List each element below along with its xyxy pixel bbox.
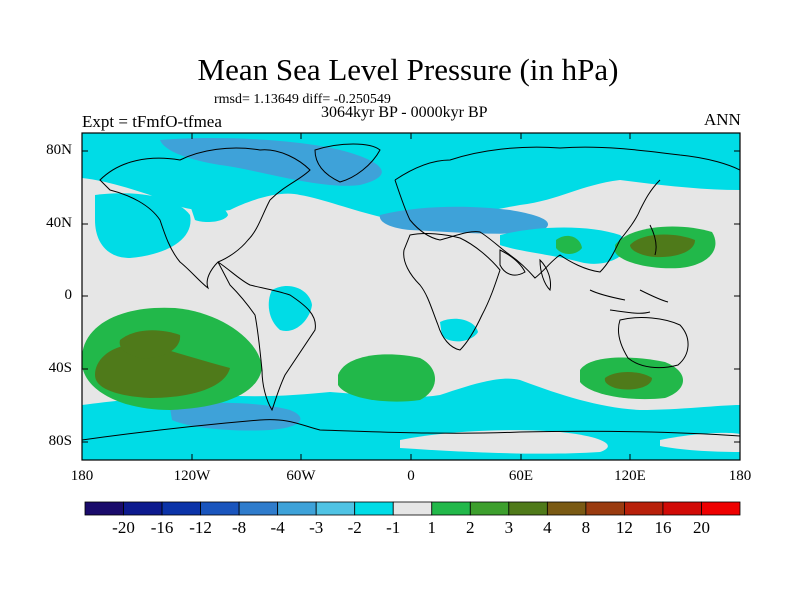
colorbar-swatch xyxy=(315,501,356,516)
colorbar-swatch xyxy=(200,501,240,516)
colorbar-swatch xyxy=(546,501,587,516)
colorbar-tick-label: -3 xyxy=(309,518,324,537)
north-pacific-negative xyxy=(95,193,191,258)
colorbar-tick-label: -8 xyxy=(232,518,247,537)
north-atlantic-negative xyxy=(190,203,228,223)
colorbar-swatch xyxy=(508,501,548,516)
colorbar-swatch xyxy=(277,501,317,516)
colorbar-swatch xyxy=(123,501,163,516)
lon-label-180e: 180 xyxy=(728,468,752,484)
lat-label-80n: 80N xyxy=(46,142,72,158)
lat-label-0: 0 xyxy=(64,287,73,303)
colorbar-tick-label: -20 xyxy=(112,518,135,537)
africa-negative xyxy=(440,318,478,342)
southern-ocean-negative-core xyxy=(170,402,301,431)
lat-label-80s: 80S xyxy=(48,433,72,449)
colorbar-tick-label: 12 xyxy=(615,518,633,537)
colorbar-tick-label: -16 xyxy=(150,518,174,537)
axis-ticks xyxy=(81,133,741,460)
lon-label-120e: 120E xyxy=(614,468,646,484)
colorbar xyxy=(84,501,741,516)
colorbar-swatch xyxy=(431,501,471,516)
colorbar-tick-label: 16 xyxy=(654,518,672,537)
colorbar-swatch xyxy=(392,501,433,516)
colorbar-swatch xyxy=(354,501,394,516)
colorbar-tick-label: -12 xyxy=(189,518,212,537)
colorbar-swatch xyxy=(624,501,664,516)
colorbar-tick-label: 8 xyxy=(581,518,591,537)
colorbar-tick-label: 4 xyxy=(543,518,552,537)
antarctic-neutral xyxy=(400,430,608,454)
lon-label-60w: 60W xyxy=(286,468,316,484)
tibet-high xyxy=(556,235,582,254)
lon-label-60e: 60E xyxy=(508,468,534,484)
coastlines xyxy=(82,143,740,441)
antarctic-neutral-2 xyxy=(660,432,740,452)
figure-title: Mean Sea Level Pressure (in hPa) xyxy=(197,52,619,87)
colorbar-tick-label: 3 xyxy=(504,518,514,537)
lat-label-40n: 40N xyxy=(46,215,72,231)
south-atlantic-high xyxy=(338,354,435,402)
stats-subtitle: rmsd= 1.13649 diff= -0.250549 xyxy=(214,92,391,107)
south-pacific-high-core-2 xyxy=(119,330,181,359)
colorbar-swatch xyxy=(161,501,201,516)
colorbar-tick-label: -2 xyxy=(347,518,362,537)
colorbar-swatch xyxy=(701,501,741,516)
mideast-negative-core xyxy=(379,206,549,234)
season-label: ANN xyxy=(704,110,741,129)
experiment-label: Expt = tFmfO-tfmea xyxy=(82,112,222,131)
lon-label-120w: 120W xyxy=(173,468,211,484)
colorbar-tick-label: -1 xyxy=(386,518,401,537)
colorbar-swatch xyxy=(585,501,625,516)
lon-label-180w: 180 xyxy=(70,468,94,484)
colorbar-swatch xyxy=(662,501,702,516)
colorbar-tick-label: 1 xyxy=(427,518,437,537)
colorbar-swatch xyxy=(238,501,279,516)
colorbar-tick-label: 2 xyxy=(466,518,475,537)
south-pacific-high-core xyxy=(95,344,230,398)
lat-label-40s: 40S xyxy=(48,360,72,376)
colorbar-tick-label: 20 xyxy=(692,518,710,537)
colorbar-tick-label: -4 xyxy=(270,518,285,537)
colorbar-swatch xyxy=(84,501,124,516)
indian-ocean-high-core xyxy=(604,372,652,390)
north-pacific-high-core xyxy=(630,234,695,258)
map-field xyxy=(82,133,740,460)
south-america-negative xyxy=(268,285,312,331)
period-subtitle: 3064kyr BP - 0000kyr BP xyxy=(321,104,488,121)
lon-label-0: 0 xyxy=(407,468,415,484)
colorbar-swatch xyxy=(469,501,510,516)
